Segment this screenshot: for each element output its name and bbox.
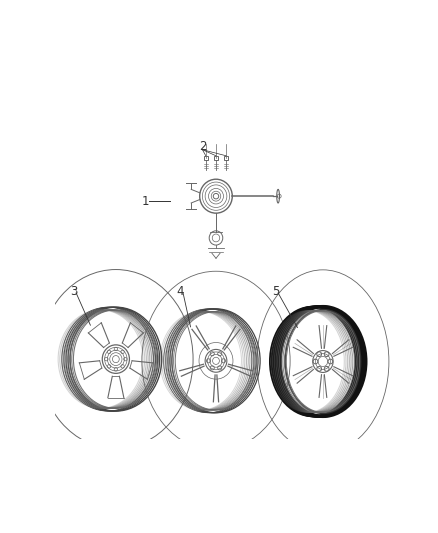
Text: 4: 4	[177, 285, 184, 298]
Text: 1: 1	[142, 195, 149, 208]
Text: 5: 5	[272, 285, 279, 298]
Text: 2: 2	[199, 140, 206, 153]
Text: 3: 3	[70, 285, 77, 298]
